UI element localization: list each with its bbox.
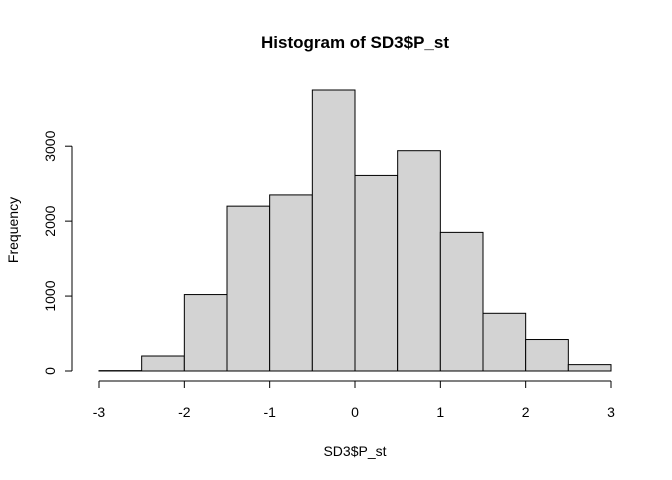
y-axis: 0 1000 2000 3000 [42, 130, 73, 375]
x-tick-label: 0 [351, 404, 359, 420]
histogram-bar-6 [354, 174, 399, 372]
histogram-bar-9 [482, 312, 527, 372]
y-axis-label: Frequency [5, 197, 21, 263]
y-tick-label: 2000 [42, 205, 58, 236]
x-axis-label: SD3$P_st [323, 443, 386, 459]
histogram-bar-5 [311, 89, 356, 372]
histogram-bar-11 [567, 364, 612, 372]
histogram-bar-1 [141, 355, 185, 372]
histogram-bar-2 [183, 294, 228, 372]
y-tick-label: 0 [42, 367, 58, 375]
histogram-bar-4 [269, 194, 313, 372]
x-tick-label: -3 [93, 404, 106, 420]
histogram-bar-3 [226, 205, 271, 372]
x-tick-label: -2 [178, 404, 191, 420]
x-tick-label: -1 [263, 404, 276, 420]
histogram-bars [98, 89, 612, 372]
histogram-bar-10 [525, 339, 569, 372]
x-tick-label: 2 [522, 404, 530, 420]
histogram-bar-7 [397, 150, 441, 372]
x-axis: -3 -2 -1 0 1 2 3 [93, 380, 615, 420]
y-tick-label: 1000 [42, 280, 58, 311]
x-tick-label: 1 [436, 404, 444, 420]
x-tick-label: 3 [607, 404, 615, 420]
y-tick-label: 3000 [42, 130, 58, 161]
chart-title: Histogram of SD3$P_st [261, 33, 449, 52]
histogram-bar-8 [439, 231, 484, 372]
